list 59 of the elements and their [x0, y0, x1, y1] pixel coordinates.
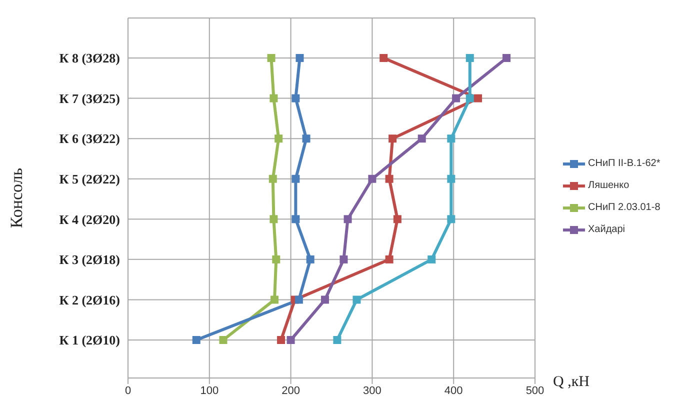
y-tick-label: К 4 (2Ø20)	[59, 212, 120, 227]
point	[418, 134, 426, 143]
legend-label: СНиП 2.03.01-8	[587, 202, 660, 213]
x-tick-label: 500	[526, 384, 544, 397]
y-tick-label: К 5 (2Ø22)	[59, 171, 120, 186]
point	[388, 134, 397, 143]
y-axis-title: Консоль	[7, 168, 26, 228]
point	[292, 215, 300, 224]
point	[466, 54, 474, 62]
y-tick-label: К 1 (2Ø10)	[59, 332, 120, 348]
point	[292, 174, 300, 183]
point	[447, 134, 456, 143]
legend-label: Хайдарі	[587, 224, 626, 235]
x-tick-label: 300	[363, 384, 382, 397]
point	[296, 54, 304, 62]
point	[274, 134, 283, 143]
point	[219, 336, 228, 344]
point	[302, 134, 310, 143]
point	[380, 54, 388, 62]
point	[294, 296, 303, 304]
point	[292, 94, 300, 102]
point	[428, 255, 436, 264]
y-tick-label: К 8 (3Ø28)	[59, 50, 120, 66]
point	[270, 215, 278, 224]
point	[452, 94, 460, 102]
legend-label: СНиП II-В.1-62*	[587, 158, 660, 169]
point	[277, 336, 286, 344]
point	[393, 215, 402, 224]
point	[270, 296, 279, 304]
x-tick-label: 200	[282, 384, 300, 397]
point	[272, 255, 280, 264]
x-tick-label: 0	[124, 384, 132, 397]
point	[368, 174, 376, 183]
point	[447, 215, 456, 224]
point	[268, 174, 277, 183]
point	[502, 54, 511, 62]
point	[192, 336, 200, 344]
point	[320, 296, 329, 304]
point	[447, 174, 456, 183]
x-tick-label: 400	[444, 384, 463, 397]
y-tick-label: К 6 (3Ø22)	[59, 131, 120, 146]
point	[344, 215, 352, 224]
point	[466, 94, 474, 102]
point	[340, 255, 348, 264]
x-axis-title: Q ,кН	[553, 374, 590, 391]
point	[267, 54, 276, 62]
legend-label: Ляшенко	[587, 180, 630, 191]
point	[333, 336, 342, 344]
y-tick-label: К 7 (3Ø25)	[59, 90, 120, 106]
point	[474, 94, 482, 102]
point	[306, 255, 314, 264]
x-tick-label: 100	[200, 384, 219, 397]
point	[385, 255, 394, 264]
y-tick-label: К 2 (2Ø16)	[59, 292, 120, 308]
point	[352, 296, 361, 304]
point	[286, 336, 295, 344]
y-tick-label: К 3 (2Ø18)	[59, 252, 120, 268]
point	[385, 174, 394, 183]
point	[270, 94, 278, 102]
